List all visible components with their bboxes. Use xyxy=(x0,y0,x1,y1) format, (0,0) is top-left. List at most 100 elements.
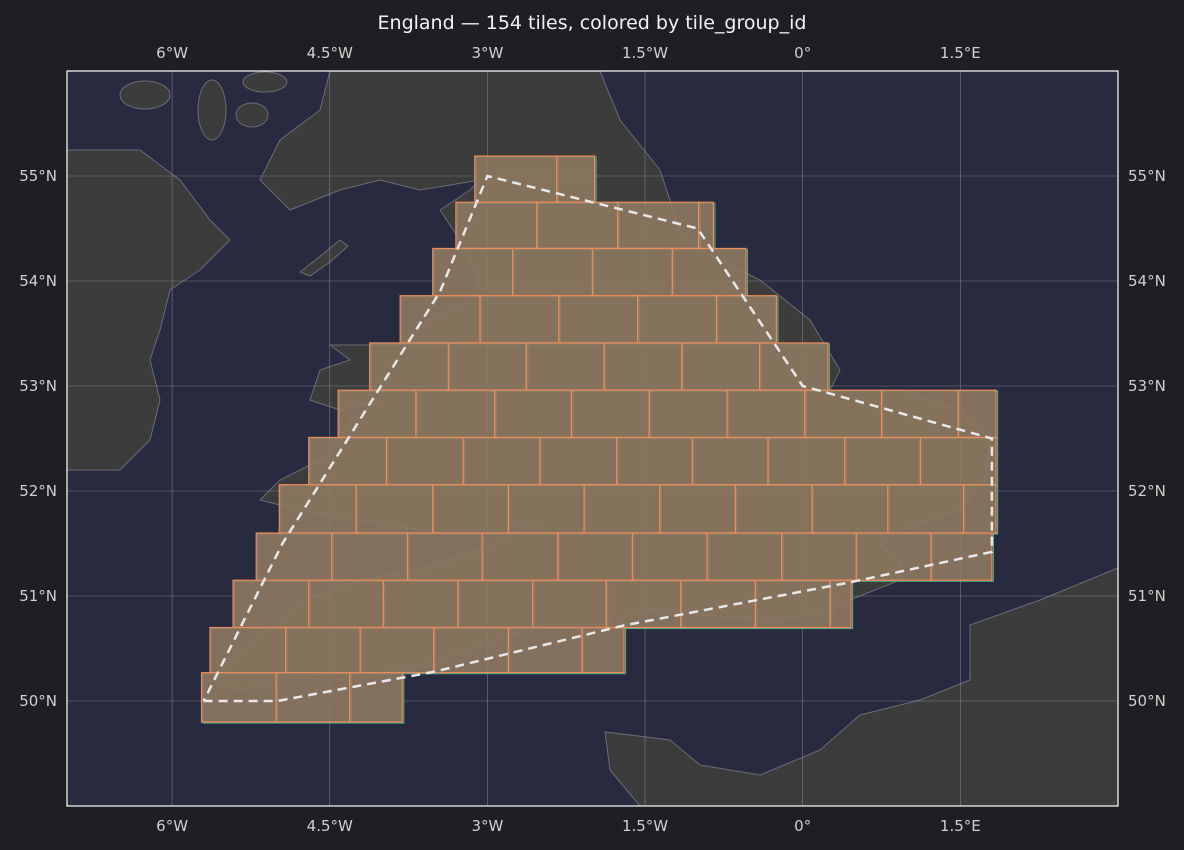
tile xyxy=(583,484,661,534)
lon-tick-label-top: 4.5°W xyxy=(307,44,353,62)
tile xyxy=(285,626,361,674)
tile xyxy=(481,532,559,581)
tile xyxy=(637,295,718,344)
tile xyxy=(331,532,409,581)
tile xyxy=(415,389,496,439)
lat-tick-label-left: 51°N xyxy=(19,587,57,605)
tile xyxy=(359,626,435,674)
tile xyxy=(681,342,761,391)
tile xyxy=(570,389,650,439)
tile xyxy=(406,532,483,581)
tile xyxy=(706,532,783,581)
tile xyxy=(698,201,714,250)
island-land xyxy=(197,79,227,141)
france-land xyxy=(604,567,1118,806)
tile xyxy=(605,579,682,629)
tile xyxy=(308,579,384,629)
tile xyxy=(754,579,831,629)
tile xyxy=(659,484,737,534)
lon-tick-label-top: 6°W xyxy=(156,44,188,62)
tick-labels: 6°W 6°W 4.5°W 4.5°W 3°W 3°W 1.5°W 1.5°W 0° 0° 1.5°… xyxy=(19,44,1166,835)
tile xyxy=(432,247,514,297)
tile xyxy=(494,389,573,439)
tile xyxy=(591,247,673,297)
lon-tick-label-top: 1.5°E xyxy=(940,44,981,62)
tile xyxy=(680,579,757,629)
lon-tick-label-bottom: 1.5°E xyxy=(940,817,981,835)
lat-tick-label-left: 53°N xyxy=(19,377,57,395)
tile xyxy=(512,247,594,297)
tile xyxy=(829,579,852,629)
tile xyxy=(767,436,846,486)
tile xyxy=(880,389,959,439)
tile xyxy=(715,295,778,344)
ireland-land xyxy=(67,149,231,471)
map-title: England — 154 tiles, colored by tile_gro… xyxy=(377,12,807,34)
tile xyxy=(385,436,464,486)
tile xyxy=(536,201,619,250)
lon-tick-label-bottom: 6°W xyxy=(156,817,188,835)
plot-frame xyxy=(66,70,1119,807)
lat-tick-label-left: 54°N xyxy=(19,272,57,290)
island-land xyxy=(235,102,269,128)
tile xyxy=(455,201,538,250)
tile xyxy=(255,532,333,581)
lon-tick-label-bottom: 0° xyxy=(794,817,811,835)
lat-tick-label-right: 52°N xyxy=(1128,482,1166,500)
tile xyxy=(691,436,769,486)
tile xyxy=(557,532,634,581)
tile xyxy=(474,155,558,203)
tile xyxy=(479,295,560,344)
lat-tick-label-left: 50°N xyxy=(19,692,57,710)
tile xyxy=(844,436,922,486)
tile xyxy=(616,436,693,486)
lat-tick-label-right: 54°N xyxy=(1128,272,1166,290)
tile xyxy=(447,342,527,391)
tiles-layer xyxy=(200,155,999,724)
tile xyxy=(200,672,277,723)
tile xyxy=(525,342,605,391)
island-land xyxy=(119,80,171,110)
tile xyxy=(811,484,889,534)
tile xyxy=(308,436,388,486)
lat-tick-label-right: 55°N xyxy=(1128,167,1166,185)
tile xyxy=(382,579,459,629)
lon-tick-label-top: 0° xyxy=(794,44,811,62)
lat-tick-label-right: 51°N xyxy=(1128,587,1166,605)
tile xyxy=(457,579,534,629)
tile xyxy=(603,342,683,391)
lon-tick-label-bottom: 3°W xyxy=(471,817,503,835)
tile xyxy=(726,389,806,439)
tile xyxy=(734,484,813,534)
tile xyxy=(648,389,728,439)
lat-tick-label-right: 50°N xyxy=(1128,692,1166,710)
tile xyxy=(581,626,625,674)
tile xyxy=(930,532,993,581)
isle-of-man-land xyxy=(299,239,349,277)
tile xyxy=(432,484,510,534)
tile xyxy=(671,247,747,297)
tile xyxy=(781,532,857,581)
tile xyxy=(531,579,607,629)
tile xyxy=(275,672,351,723)
tile xyxy=(337,389,417,439)
lon-tick-label-top: 1.5°W xyxy=(622,44,668,62)
tile xyxy=(507,484,585,534)
tile xyxy=(617,201,700,250)
tile xyxy=(855,532,932,581)
lon-tick-label-bottom: 1.5°W xyxy=(622,817,668,835)
tile xyxy=(919,436,997,486)
lon-tick-label-top: 3°W xyxy=(471,44,503,62)
island-land xyxy=(242,71,288,93)
lat-tick-label-left: 55°N xyxy=(19,167,57,185)
tile xyxy=(369,342,450,391)
tile xyxy=(558,295,639,344)
lat-tick-label-right: 53°N xyxy=(1128,377,1166,395)
tile xyxy=(278,484,357,534)
tile xyxy=(462,436,541,486)
lat-tick-label-left: 52°N xyxy=(19,482,57,500)
tile xyxy=(887,484,965,534)
tile xyxy=(759,342,829,391)
lon-tick-label-bottom: 4.5°W xyxy=(307,817,353,835)
